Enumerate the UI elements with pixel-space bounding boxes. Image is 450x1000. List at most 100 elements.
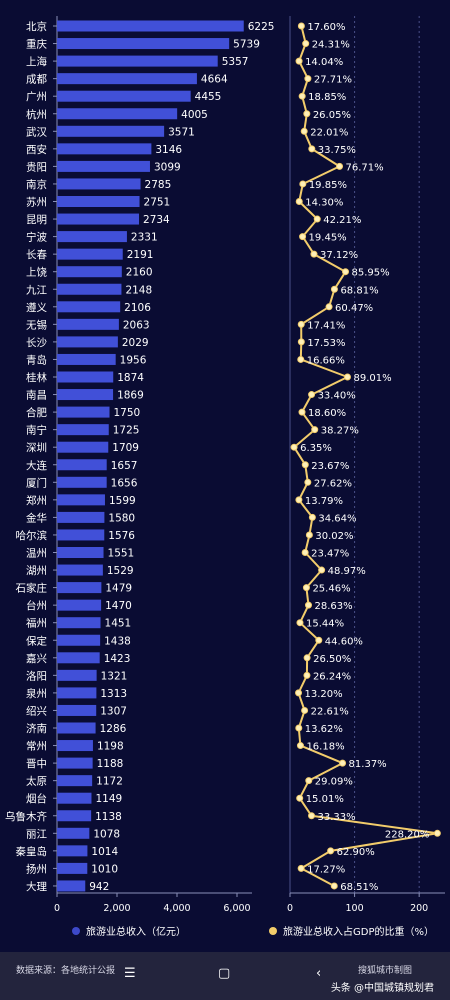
line-point [297, 22, 305, 30]
line-value-label: 14.30% [305, 198, 343, 209]
line-point [342, 268, 350, 276]
line-point [311, 426, 319, 434]
line-value-label: 68.81% [340, 285, 378, 296]
line-value-label: 228.20% [385, 829, 430, 840]
home-icon[interactable]: ▢ [218, 966, 231, 981]
line-value-label: 27.62% [314, 478, 352, 489]
bar-category-label: 烟台 [26, 792, 47, 805]
bar-category-label: 苏州 [26, 196, 47, 209]
bar-value-label: 1307 [100, 705, 127, 717]
line-point [297, 864, 305, 872]
menu-icon[interactable]: ☰ [124, 966, 136, 981]
line-chart: 0 100 200 17.60% 24.31% 14.04% 27.71% 18.85% 26.… [287, 22, 445, 914]
line-point [296, 794, 304, 802]
bar-category-label: 青岛 [26, 353, 47, 366]
bar [57, 406, 110, 418]
bar-category-label: 太原 [26, 775, 47, 788]
bar-value-label: 1750 [114, 407, 141, 419]
line-point [308, 513, 316, 521]
line-point [300, 127, 308, 135]
bar-category-label: 郑州 [26, 494, 47, 507]
bar [57, 617, 101, 629]
line-point [304, 478, 312, 486]
bar-value-label: 4664 [201, 74, 228, 86]
line-value-label: 27.71% [314, 75, 352, 86]
bar [57, 389, 114, 401]
line-point [299, 180, 307, 188]
bar [57, 810, 92, 822]
line-value-label: 17.27% [307, 864, 345, 875]
bar-category-label: 宁波 [26, 231, 47, 244]
back-icon[interactable]: ‹ [316, 966, 322, 981]
line-value-label: 25.46% [312, 584, 350, 595]
bar-category-label: 桂林 [26, 371, 47, 384]
line-point [298, 408, 306, 416]
bar-value-label: 1657 [111, 460, 138, 472]
bar [57, 722, 96, 734]
bar-value-label: 942 [89, 881, 109, 893]
bar-category-label: 湖州 [26, 565, 47, 577]
bar-category-label: 嘉兴 [26, 652, 47, 665]
line-value-label: 48.97% [328, 566, 366, 577]
legend-line-marker [269, 927, 277, 935]
line-value-label: 15.44% [306, 619, 344, 630]
line-value-label: 17.53% [307, 338, 345, 349]
bar-category-label: 温州 [26, 548, 47, 560]
line-value-label: 33.33% [318, 812, 356, 823]
bar-category-label: 晋中 [26, 757, 47, 770]
bar-category-label: 重庆 [26, 38, 47, 51]
bar-category-label: 济南 [26, 722, 47, 735]
bar-category-label: 南昌 [26, 389, 47, 402]
bar-x-tick-label: 6,000 [223, 903, 250, 914]
bar-category-label: 成都 [26, 74, 47, 86]
bar-category-label: 哈尔滨 [16, 529, 48, 542]
bar-value-label: 3146 [155, 144, 182, 156]
bar-category-label: 金华 [26, 511, 47, 524]
bar-category-label: 泉州 [26, 687, 47, 700]
bar-category-label: 遵义 [26, 301, 47, 314]
line-value-label: 19.85% [309, 180, 347, 191]
bar [57, 599, 102, 611]
line-point [315, 636, 323, 644]
bar [57, 564, 103, 576]
line-point [303, 654, 311, 662]
line-value-label: 13.79% [305, 496, 343, 507]
bar-category-label: 杭州 [26, 108, 47, 121]
line-value-label: 13.62% [305, 724, 343, 735]
bar-value-label: 1014 [91, 846, 118, 858]
bar-value-label: 4455 [195, 91, 222, 103]
bar-category-label: 深圳 [26, 442, 47, 454]
line-point [325, 303, 333, 311]
bar [57, 757, 93, 769]
line-point [304, 75, 312, 83]
bar-category-label: 无锡 [26, 318, 47, 331]
bar-value-label: 1313 [100, 688, 127, 700]
bar [57, 55, 218, 67]
bar-category-label: 北京 [26, 20, 47, 33]
line-point [308, 145, 316, 153]
bar-value-label: 1551 [108, 548, 135, 560]
bar [57, 529, 105, 541]
line-point [295, 496, 303, 504]
bar-category-label: 丽江 [26, 828, 47, 840]
line-value-label: 23.47% [311, 549, 349, 560]
line-value-label: 18.85% [308, 92, 346, 103]
line-point [299, 233, 307, 241]
bar-category-label: 常州 [26, 740, 47, 753]
bar-value-label: 1479 [105, 583, 132, 595]
bar-value-label: 2106 [124, 302, 151, 314]
line-value-label: 62.90% [337, 847, 375, 858]
line-point [295, 689, 303, 697]
bar-category-label: 福州 [26, 617, 47, 630]
bar-value-label: 1580 [108, 512, 135, 524]
bar [57, 424, 109, 436]
bar-category-label: 大连 [26, 459, 47, 472]
line-chart-grid [289, 16, 420, 893]
bar [57, 266, 122, 278]
bar [57, 160, 150, 172]
bar [57, 248, 123, 260]
line-value-label: 38.27% [321, 426, 359, 437]
bar-value-label: 1709 [112, 442, 139, 454]
line-value-label: 26.05% [313, 110, 351, 121]
bar-value-label: 1599 [109, 495, 136, 507]
